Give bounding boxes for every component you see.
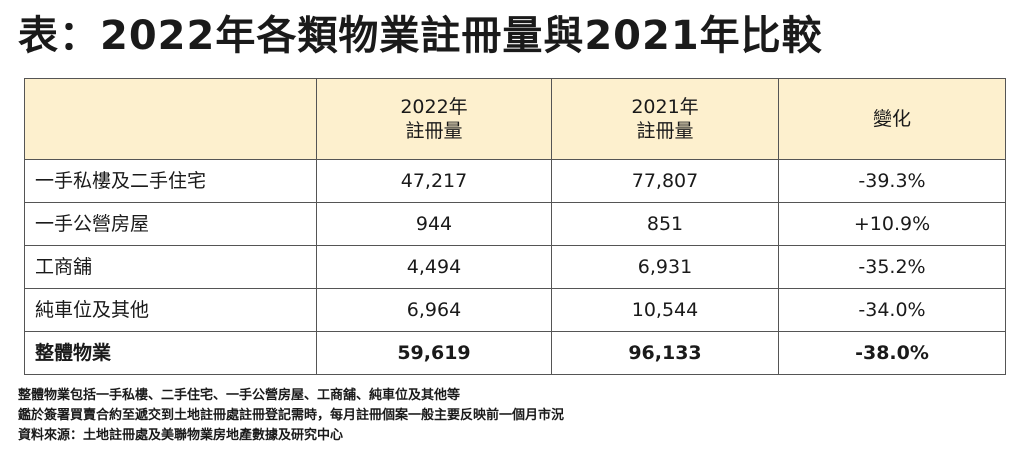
row-label: 純車位及其他: [24, 288, 317, 332]
row-label: 工商舖: [24, 245, 317, 289]
cell-change: +10.9%: [778, 202, 1006, 246]
cell-2021: 10,544: [551, 288, 779, 332]
cell-change: -39.3%: [778, 159, 1006, 203]
cell-change: -34.0%: [778, 288, 1006, 332]
total-label: 整體物業: [24, 331, 317, 375]
footnotes: 整體物業包括一手私樓、二手住宅、一手公營房屋、工商舖、純車位及其他等 鑑於簽署買…: [18, 386, 564, 446]
table-row: 純車位及其他 6,964 10,544 -34.0%: [24, 288, 1006, 332]
cell-change: -35.2%: [778, 245, 1006, 289]
total-row: 整體物業 59,619 96,133 -38.0%: [24, 331, 1006, 375]
cell-2022: 4,494: [316, 245, 552, 289]
header-change: 變化: [778, 78, 1006, 160]
footnote-scope: 整體物業包括一手私樓、二手住宅、一手公營房屋、工商舖、純車位及其他等: [18, 388, 461, 403]
header-category: [24, 78, 317, 160]
page-title: 表：2022年各類物業註冊量與2021年比較: [18, 13, 823, 59]
total-2021: 96,133: [551, 331, 779, 375]
header-2021-registrations: 2021年 註冊量: [551, 78, 779, 160]
row-label: 一手私樓及二手住宅: [24, 159, 317, 203]
cell-2022: 47,217: [316, 159, 552, 203]
table-row: 一手公營房屋 944 851 +10.9%: [24, 202, 1006, 246]
header-2022-registrations: 2022年 註冊量: [316, 78, 552, 160]
total-2022: 59,619: [316, 331, 552, 375]
table-row: 工商舖 4,494 6,931 -35.2%: [24, 245, 1006, 289]
cell-2022: 6,964: [316, 288, 552, 332]
table-header-row: 2022年 註冊量 2021年 註冊量 變化: [24, 78, 1006, 160]
row-label: 一手公營房屋: [24, 202, 317, 246]
table-row: 一手私樓及二手住宅 47,217 77,807 -39.3%: [24, 159, 1006, 203]
footnote-source: 資料來源：土地註冊處及美聯物業房地產數據及研究中心: [18, 428, 344, 443]
cell-2021: 77,807: [551, 159, 779, 203]
total-change: -38.0%: [778, 331, 1006, 375]
footnote-timing: 鑑於簽署買賣合約至遞交到土地註冊處註冊登記需時，每月註冊個案一般主要反映前一個月…: [18, 408, 565, 423]
cell-2021: 6,931: [551, 245, 779, 289]
cell-2021: 851: [551, 202, 779, 246]
cell-2022: 944: [316, 202, 552, 246]
registration-comparison-table: 2022年 註冊量 2021年 註冊量 變化 一手私樓及二手住宅 47,217 …: [24, 78, 1006, 375]
